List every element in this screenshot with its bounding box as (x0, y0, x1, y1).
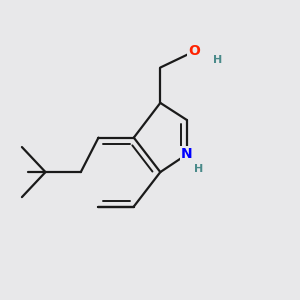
Text: O: O (188, 44, 200, 58)
Text: N: N (181, 147, 193, 161)
Text: H: H (194, 164, 203, 174)
Text: H: H (213, 55, 222, 65)
